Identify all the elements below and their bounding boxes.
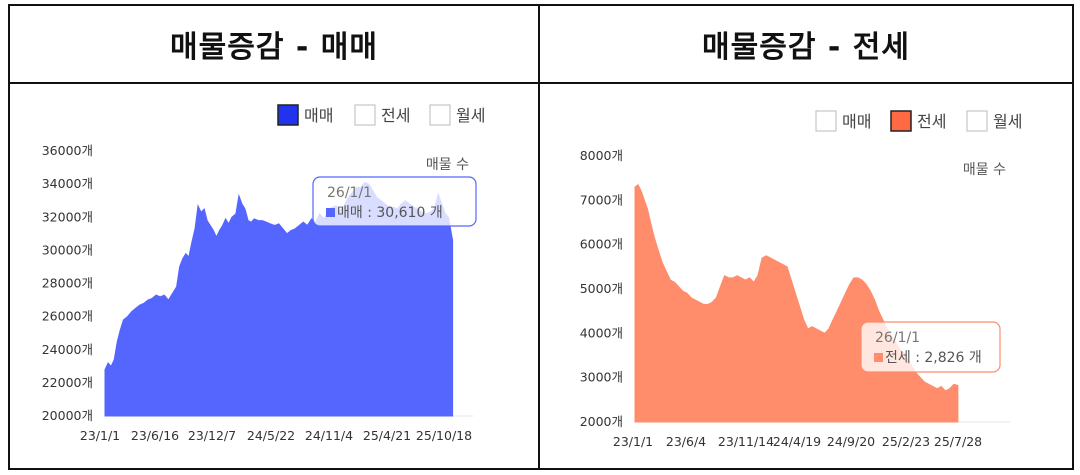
legend-swatch[interactable] [277, 104, 299, 126]
tooltip-box [860, 321, 1001, 373]
x-tick-label: 23/6/4 [666, 434, 706, 449]
panel-title: 매물증감 - 전세 [540, 6, 1072, 84]
legend-swatch[interactable] [815, 110, 837, 132]
x-tick-label: 23/1/1 [613, 434, 653, 449]
legend-item-1[interactable]: 전세 [354, 104, 410, 126]
panel-jeonse: 매물증감 - 전세 매매 전세 월세 2000개 3000개 4000개 5000개 6000… [540, 4, 1074, 470]
chart-sale: 매매 전세 월세 20000개 22000개 24000개 26000개 28000개 3000… [42, 104, 485, 443]
x-tick-label: 23/11/14 [718, 434, 774, 449]
x-tick-label: 23/1/1 [80, 428, 120, 443]
y-tick-label: 22000개 [42, 375, 93, 390]
tooltip-date: 26/1/1 [875, 330, 920, 346]
y-tick-label: 7000개 [580, 192, 623, 207]
y-tick-label: 32000개 [42, 209, 93, 224]
y-tick-label: 26000개 [42, 309, 93, 324]
legend-label: 매매 [304, 106, 333, 125]
tooltip: 26/1/1 전세 : 2,826 개 [860, 321, 1001, 373]
y-tick-label: 6000개 [580, 237, 623, 252]
legend-item-2[interactable]: 월세 [429, 104, 485, 126]
chart-jeonse: 매매 전세 월세 2000개 3000개 4000개 5000개 6000개 7000개 8000… [580, 110, 1022, 449]
tooltip-value: 전세 : 2,826 개 [885, 350, 982, 366]
legend-label: 전세 [381, 106, 410, 125]
y-tick-label: 5000개 [580, 281, 623, 296]
corner-label: 매물 수 [426, 157, 469, 173]
y-tick-label: 8000개 [580, 148, 623, 163]
legend-label: 월세 [993, 112, 1022, 131]
x-tick-label: 24/9/20 [827, 434, 875, 449]
corner-label: 매물 수 [963, 162, 1006, 178]
legend-label: 전세 [917, 112, 946, 131]
x-tick-label: 24/5/22 [247, 428, 295, 443]
x-tick-label: 25/2/23 [882, 434, 930, 449]
panel-sale: 매물증감 - 매매 매매 전세 월세 20000개 22000개 24000개 26000개… [8, 4, 540, 470]
area-series [634, 184, 959, 423]
legend-item-1[interactable]: 전세 [890, 110, 946, 132]
x-tick-label: 25/4/21 [363, 428, 411, 443]
tooltip-swatch [326, 208, 335, 217]
y-tick-label: 34000개 [42, 176, 93, 191]
tooltip-swatch [874, 353, 883, 362]
legend-swatch[interactable] [966, 110, 988, 132]
tooltip: 26/1/1 매매 : 30,610 개 [312, 176, 477, 227]
legend-item-0[interactable]: 매매 [815, 110, 871, 132]
x-tick-label: 25/7/28 [934, 434, 982, 449]
legend-swatch[interactable] [429, 104, 451, 126]
x-tick-label: 24/11/4 [305, 428, 353, 443]
x-tick-label: 23/12/7 [188, 428, 236, 443]
tooltip-date: 26/1/1 [327, 185, 372, 201]
legend-item-2[interactable]: 월세 [966, 110, 1022, 132]
x-tick-label: 23/6/16 [131, 428, 179, 443]
panel-title: 매물증감 - 매매 [10, 6, 538, 84]
x-tick-label: 24/4/19 [773, 434, 821, 449]
y-tick-label: 3000개 [580, 370, 623, 385]
legend-swatch[interactable] [890, 110, 912, 132]
legend-label: 월세 [456, 106, 485, 125]
y-tick-label: 2000개 [580, 414, 623, 429]
tooltip-box [312, 176, 477, 227]
legend-item-0[interactable]: 매매 [277, 104, 333, 126]
y-tick-label: 30000개 [42, 242, 93, 257]
x-tick-label: 25/10/18 [416, 428, 472, 443]
y-tick-label: 4000개 [580, 325, 623, 340]
y-tick-label: 24000개 [42, 342, 93, 357]
legend-swatch[interactable] [354, 104, 376, 126]
y-tick-label: 36000개 [42, 143, 93, 158]
legend-label: 매매 [842, 112, 871, 131]
y-tick-label: 28000개 [42, 276, 93, 291]
y-tick-label: 20000개 [42, 408, 93, 423]
tooltip-value: 매매 : 30,610 개 [337, 205, 443, 221]
